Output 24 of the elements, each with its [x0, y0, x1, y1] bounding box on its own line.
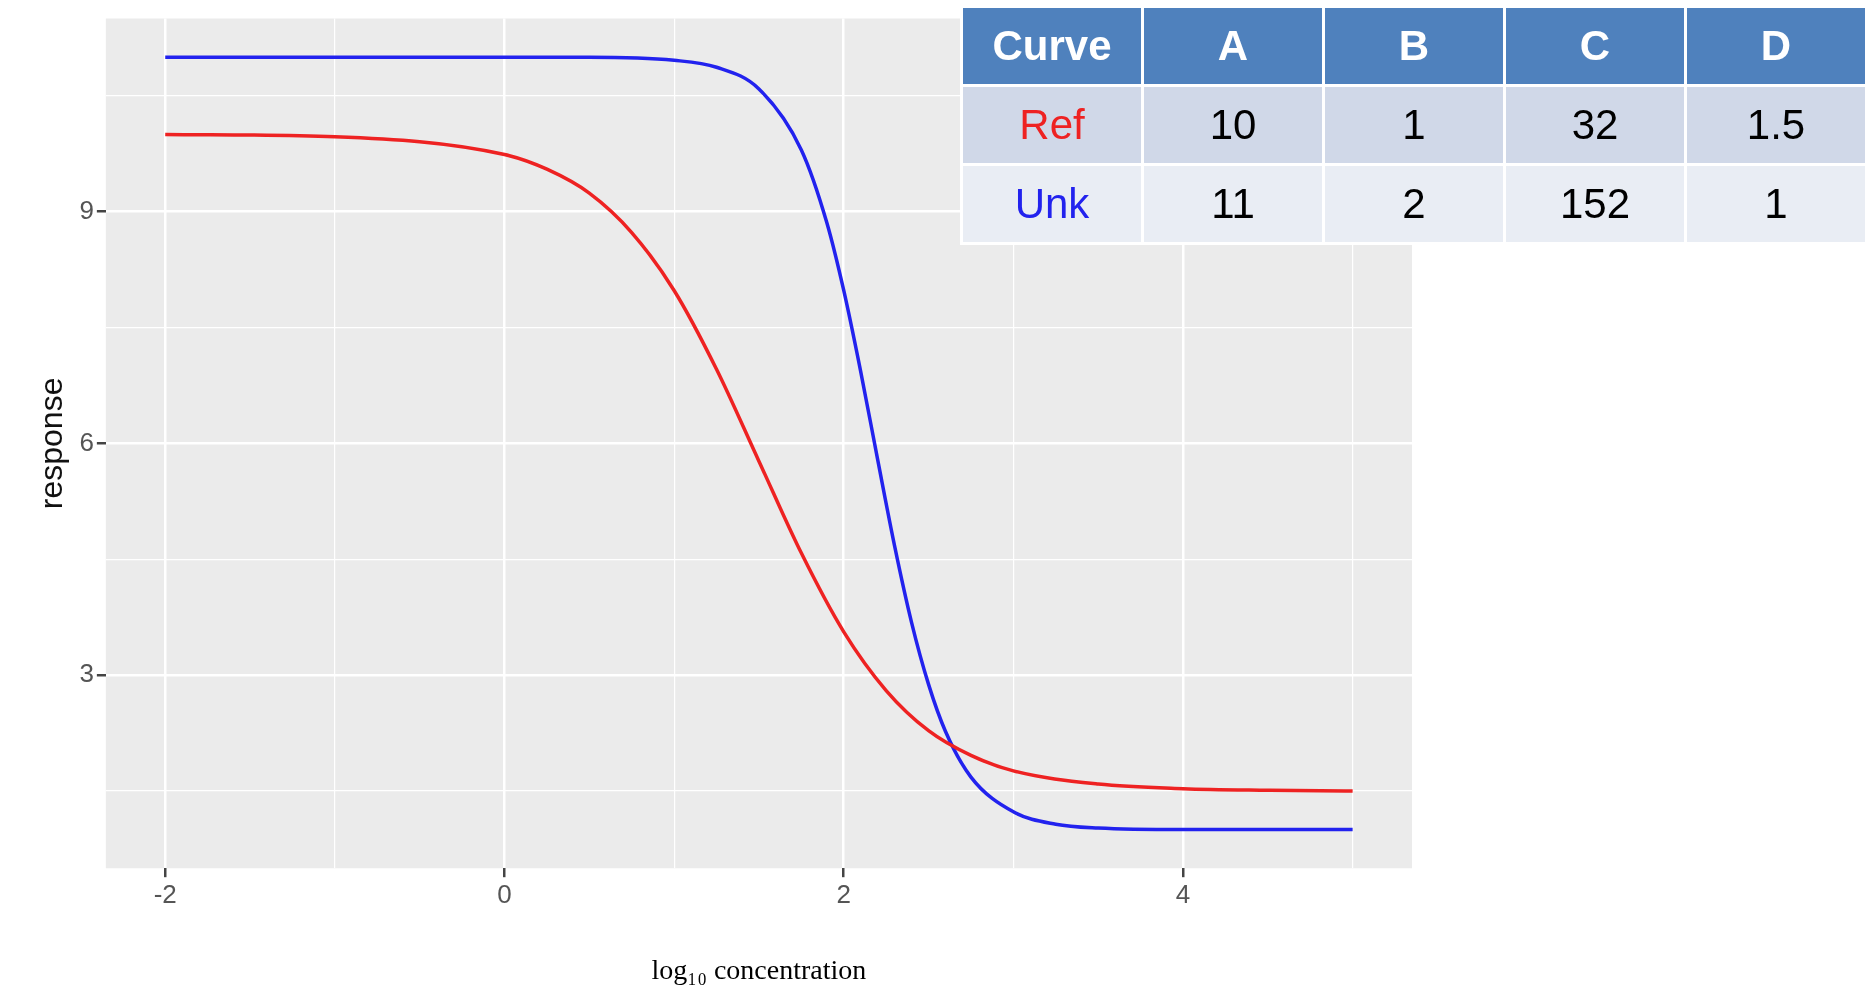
- x-tick-label: -2: [153, 878, 177, 909]
- x-tick-label: 0: [497, 878, 512, 909]
- text: 152: [1559, 180, 1631, 227]
- annotation: 1: [1323, 85, 1505, 165]
- annotation: 10: [1142, 85, 1324, 165]
- text: 32: [1571, 101, 1619, 148]
- annotation: A: [1142, 6, 1324, 86]
- annotation: B: [1323, 6, 1505, 86]
- text: D: [1760, 22, 1792, 69]
- x-tick-label: 4: [1175, 878, 1191, 909]
- x-tick-label: 2: [836, 878, 851, 909]
- annotation: Curve: [961, 6, 1143, 86]
- annotation: 11: [1142, 164, 1324, 244]
- text: 1: [1764, 180, 1788, 227]
- text: Unk: [1014, 180, 1090, 227]
- text: C: [1579, 22, 1611, 69]
- y-tick-label: 3: [79, 658, 94, 689]
- y-tick-label: 6: [79, 426, 94, 457]
- x-axis-title: log₁₀ concentration: [651, 953, 867, 985]
- text: 1.5: [1746, 101, 1806, 148]
- annotation: 2: [1323, 164, 1505, 244]
- text: Ref: [1019, 101, 1085, 148]
- y-tick-label: 9: [79, 194, 94, 225]
- y-axis-title: response: [33, 377, 70, 510]
